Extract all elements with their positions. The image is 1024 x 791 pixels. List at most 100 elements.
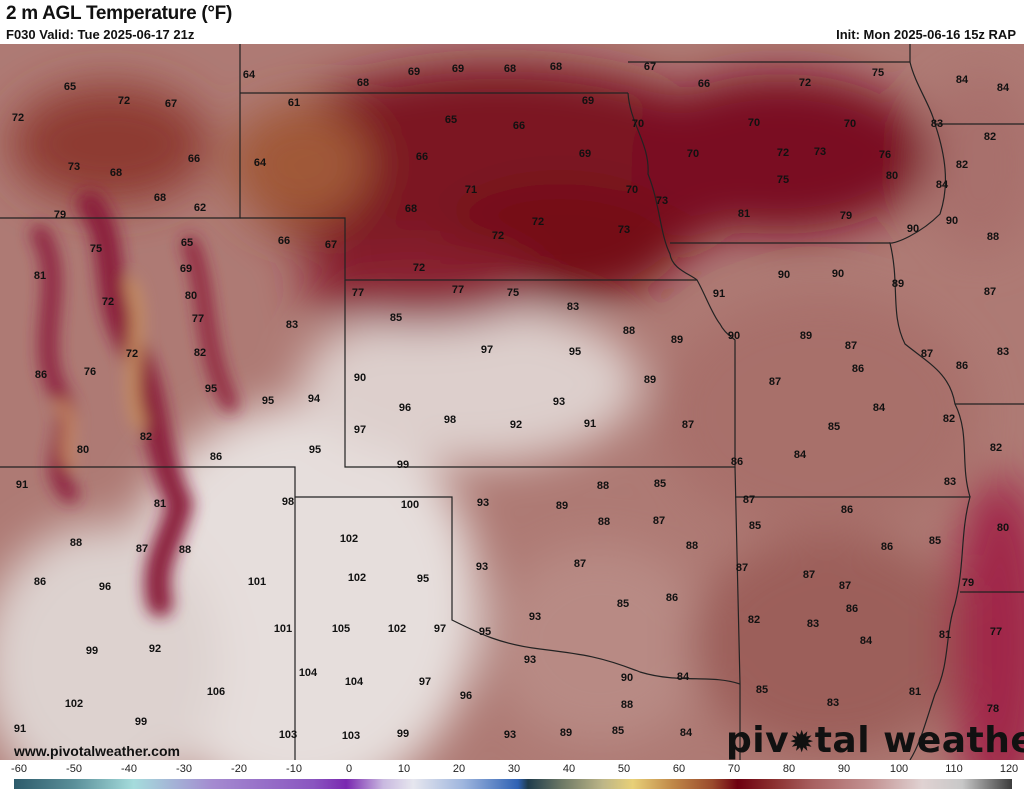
station-temperature: 87 bbox=[845, 340, 857, 352]
colorbar-tick-label: 90 bbox=[837, 763, 851, 775]
station-temperature: 77 bbox=[452, 284, 464, 296]
station-temperature: 83 bbox=[286, 319, 298, 331]
station-temperature: 81 bbox=[909, 686, 921, 698]
station-temperature: 73 bbox=[656, 195, 668, 207]
station-temperature: 94 bbox=[308, 393, 321, 405]
station-temperature: 96 bbox=[99, 581, 111, 593]
station-temperature: 62 bbox=[194, 202, 206, 214]
station-temperature: 91 bbox=[584, 418, 596, 430]
station-temperature: 80 bbox=[185, 290, 197, 302]
station-temperature: 76 bbox=[84, 366, 96, 378]
station-temperature: 70 bbox=[632, 118, 644, 130]
station-temperature: 100 bbox=[401, 499, 419, 511]
colorbar-tick-label: 30 bbox=[507, 763, 521, 775]
station-temperature: 89 bbox=[560, 727, 572, 739]
station-temperature: 87 bbox=[736, 562, 748, 574]
station-temperature: 82 bbox=[943, 413, 955, 425]
website-url[interactable]: www.pivotalweather.com bbox=[14, 743, 180, 759]
station-temperature: 86 bbox=[956, 360, 968, 372]
station-temperature: 88 bbox=[179, 544, 191, 556]
station-temperature: 73 bbox=[68, 161, 80, 173]
station-temperature: 84 bbox=[794, 449, 807, 461]
station-temperature: 65 bbox=[181, 237, 193, 249]
station-temperature: 75 bbox=[872, 67, 884, 79]
station-temperature: 70 bbox=[626, 184, 638, 196]
station-temperature: 87 bbox=[574, 558, 586, 570]
station-temperature: 98 bbox=[282, 496, 294, 508]
station-temperature: 87 bbox=[682, 419, 694, 431]
station-temperature: 68 bbox=[154, 192, 166, 204]
station-temperature: 72 bbox=[12, 112, 24, 124]
station-temperature: 99 bbox=[86, 645, 98, 657]
colorbar-tick-label: 10 bbox=[397, 763, 411, 775]
station-temperature: 83 bbox=[827, 697, 839, 709]
station-temperature: 97 bbox=[354, 424, 366, 436]
station-temperature: 83 bbox=[997, 346, 1009, 358]
station-temperature: 90 bbox=[778, 269, 790, 281]
station-temperature: 85 bbox=[828, 421, 840, 433]
station-temperature: 82 bbox=[990, 442, 1002, 454]
station-temperature: 80 bbox=[997, 522, 1009, 534]
station-temperature: 91 bbox=[14, 723, 26, 735]
station-temperature: 102 bbox=[65, 698, 83, 710]
station-temperature: 102 bbox=[340, 533, 358, 545]
station-temperature: 89 bbox=[800, 330, 812, 342]
station-temperature: 89 bbox=[892, 278, 904, 290]
station-temperature: 75 bbox=[90, 243, 102, 255]
station-temperature: 86 bbox=[846, 603, 858, 615]
station-temperature: 68 bbox=[405, 203, 417, 215]
station-temperature: 81 bbox=[738, 208, 750, 220]
station-temperature: 77 bbox=[990, 626, 1002, 638]
colorbar-tick-label: -10 bbox=[286, 763, 302, 775]
station-temperature: 80 bbox=[886, 170, 898, 182]
station-temperature: 75 bbox=[777, 174, 789, 186]
station-temperature: 86 bbox=[881, 541, 893, 553]
station-temperature: 88 bbox=[686, 540, 698, 552]
station-temperature: 80 bbox=[77, 444, 89, 456]
temperature-map[interactable]: 65 72 67 72 66 73 68 68 62 79 75 65 66 67 69 81 80 72 77 83… bbox=[0, 44, 1024, 760]
station-temperature: 69 bbox=[582, 95, 594, 107]
station-temperature: 93 bbox=[504, 729, 516, 741]
station-temperature: 68 bbox=[110, 167, 122, 179]
colorbar-tick-label: 40 bbox=[562, 763, 576, 775]
station-temperature: 90 bbox=[832, 268, 844, 280]
station-temperature: 85 bbox=[654, 478, 666, 490]
station-temperature: 85 bbox=[749, 520, 761, 532]
station-temperature: 81 bbox=[939, 629, 951, 641]
station-temperature: 67 bbox=[165, 98, 177, 110]
station-temperature: 99 bbox=[135, 716, 147, 728]
logo-text-start: piv bbox=[726, 720, 790, 761]
station-temperature: 66 bbox=[698, 78, 710, 90]
station-temperature: 72 bbox=[492, 230, 504, 242]
station-temperature: 89 bbox=[644, 374, 656, 386]
station-temperature: 79 bbox=[962, 577, 974, 589]
station-temperature: 84 bbox=[677, 671, 690, 683]
station-temperature: 86 bbox=[841, 504, 853, 516]
station-temperature: 95 bbox=[479, 626, 491, 638]
station-temperature: 88 bbox=[597, 480, 609, 492]
station-temperature: 102 bbox=[388, 623, 406, 635]
station-temperature: 99 bbox=[397, 459, 409, 471]
station-temperature: 79 bbox=[840, 210, 852, 222]
colorbar-tick-label: 80 bbox=[782, 763, 796, 775]
station-temperature: 81 bbox=[154, 498, 166, 510]
station-temperature: 86 bbox=[34, 576, 46, 588]
station-temperature: 104 bbox=[299, 667, 318, 679]
station-temperature: 86 bbox=[852, 363, 864, 375]
station-temperature: 90 bbox=[354, 372, 366, 384]
station-temperature: 72 bbox=[118, 95, 130, 107]
station-temperature: 93 bbox=[529, 611, 541, 623]
station-temperature: 87 bbox=[839, 580, 851, 592]
colorbar-tick-label: 120 bbox=[999, 763, 1019, 775]
station-temperature: 82 bbox=[956, 159, 968, 171]
station-temperature: 84 bbox=[956, 74, 969, 86]
station-temperature: 66 bbox=[278, 235, 290, 247]
station-temperature: 83 bbox=[931, 118, 943, 130]
colorbar-gradient bbox=[14, 779, 1012, 789]
station-temperature: 90 bbox=[621, 672, 633, 684]
station-temperature: 72 bbox=[799, 77, 811, 89]
station-temperature: 61 bbox=[288, 97, 300, 109]
station-temperature: 66 bbox=[416, 151, 428, 163]
station-temperature: 86 bbox=[666, 592, 678, 604]
station-temperature: 104 bbox=[345, 676, 364, 688]
